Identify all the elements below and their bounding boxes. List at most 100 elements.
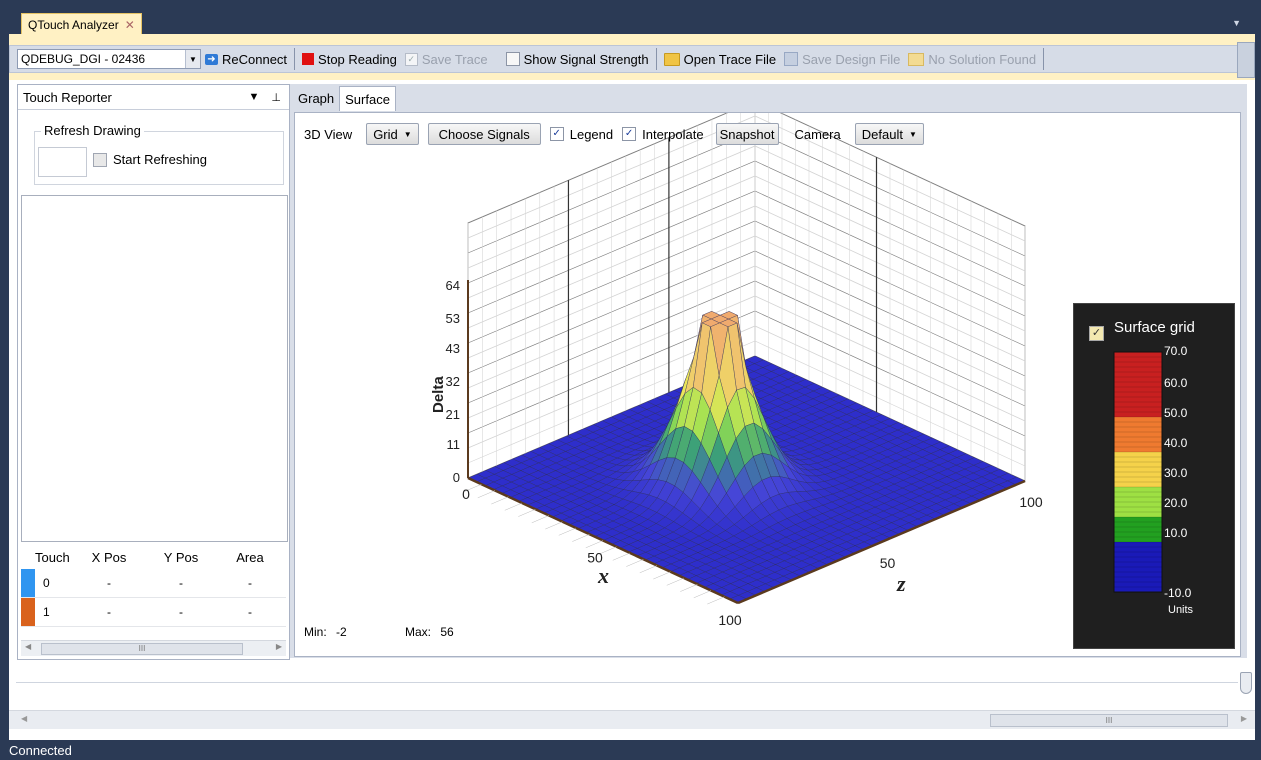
delta-axis-label: Delta (430, 376, 447, 413)
legend-band (1113, 406, 1163, 413)
refresh-interval-input[interactable] (38, 147, 87, 177)
table-row[interactable]: 0 - - - (21, 569, 286, 598)
legend-band (1113, 526, 1163, 533)
no-solution-button[interactable]: No Solution Found (904, 48, 1040, 70)
legend-tick-label: 40.0 (1164, 436, 1188, 450)
timeline-track (9, 662, 1255, 708)
device-select[interactable]: QDEBUG_DGI - 02436 ▼ (17, 49, 201, 69)
legend-checkbox[interactable]: ✓ Legend (549, 126, 614, 142)
x-tick-label: 0 (462, 486, 470, 502)
timeline-line (16, 682, 1238, 683)
floor-tick (477, 490, 496, 499)
stop-reading-label: Stop Reading (318, 51, 397, 67)
floor-tick (693, 590, 712, 599)
stop-reading-button[interactable]: Stop Reading (298, 48, 401, 70)
scroll-left-icon[interactable]: ◀ (21, 714, 28, 723)
tab-list-dropdown-icon[interactable]: ▼ (1232, 18, 1241, 28)
max-value: 56 (440, 625, 454, 639)
surface-view-toolbar: 3D View Grid ▼ Choose Signals ✓ Legend ✓… (304, 123, 924, 145)
column-header-y-pos[interactable]: Y Pos (163, 549, 199, 565)
legend-visibility-checkbox[interactable]: ✓ (1089, 326, 1104, 341)
legend-band (1113, 466, 1163, 473)
surface-plot[interactable]: 64 53 43 32 21 11 0 Delta 0 50 100 50 100 x z (295, 113, 1240, 656)
legend-color-scale: 70.0 60.0 50.0 40.0 30.0 20.0 10.0 -10.0 (1113, 344, 1192, 600)
legend-tick-label: 30.0 (1164, 466, 1188, 480)
delta-tick-label: 43 (446, 341, 460, 356)
floor-tick (585, 540, 604, 549)
column-header-touch[interactable]: Touch (35, 549, 70, 565)
camera-select[interactable]: Default ▼ (854, 123, 924, 145)
y-pos-cell: - (179, 576, 183, 590)
timeline-slider-handle[interactable] (1240, 672, 1252, 694)
checkmark-icon: ✓ (549, 127, 564, 141)
area-cell: - (248, 605, 252, 619)
column-header-area[interactable]: Area (236, 549, 264, 565)
legend-band (1113, 536, 1163, 543)
scrollbar-thumb[interactable]: III (990, 714, 1228, 727)
floor-tick (464, 484, 482, 492)
status-bar: Connected (0, 740, 1261, 760)
x-tick-label: 50 (587, 550, 603, 566)
panel-menu-dropdown-icon[interactable]: ▼ (248, 90, 260, 103)
delta-tick-label: 64 (446, 278, 460, 293)
legend-band (1113, 566, 1163, 573)
scrollbar-thumb[interactable]: III (41, 643, 243, 655)
legend-band (1113, 571, 1163, 578)
chevron-down-icon[interactable]: ▼ (185, 50, 200, 68)
horizontal-scrollbar[interactable]: ◀ III ▶ (21, 640, 286, 656)
main-toolbar: QDEBUG_DGI - 02436 ▼ ➜ ReConnect Stop Re… (9, 34, 1255, 80)
reconnect-arrow-icon: ➜ (205, 53, 218, 65)
save-trace-checkbox[interactable]: ✓ Save Trace (401, 48, 492, 70)
checkmark-icon: ✓ (622, 127, 637, 141)
save-design-file-label: Save Design File (802, 51, 901, 67)
document-tab-qtouch-analyzer[interactable]: QTouch Analyzer ✕ (21, 13, 142, 35)
show-signal-strength-label: Show Signal Strength (523, 51, 649, 67)
touch-drawing-canvas[interactable] (21, 195, 288, 542)
legend-band (1113, 491, 1163, 498)
reconnect-button[interactable]: ➜ ReConnect (201, 48, 291, 70)
save-design-file-button[interactable]: Save Design File (780, 48, 904, 70)
tab-graph[interactable]: Graph (298, 90, 335, 106)
scroll-right-icon[interactable]: ▶ (275, 642, 282, 651)
legend-band (1113, 411, 1163, 418)
touch-id: 0 (43, 576, 50, 590)
floor-tick (558, 527, 577, 536)
show-signal-strength-checkbox[interactable]: Show Signal Strength (502, 48, 653, 70)
floor-tick (626, 559, 644, 567)
floor-tick (491, 496, 509, 505)
close-tab-icon[interactable]: ✕ (124, 17, 135, 32)
checkmark-icon: ✓ (404, 52, 418, 66)
legend-band (1113, 386, 1163, 393)
table-row[interactable]: 1 - - - (21, 598, 286, 627)
3d-view-label: 3D View (304, 126, 353, 142)
snapshot-button[interactable]: Snapshot (715, 123, 779, 145)
start-refreshing-checkbox[interactable]: Start Refreshing (93, 152, 207, 167)
view-mode-select[interactable]: Grid ▼ (366, 123, 419, 145)
pin-icon[interactable]: ⊥ (271, 91, 281, 104)
status-text: Connected (9, 742, 72, 758)
floor-tick (653, 571, 671, 580)
x-tick-label: 100 (718, 612, 742, 628)
column-header-x-pos[interactable]: X Pos (91, 549, 127, 565)
legend-tick-label: 10.0 (1164, 526, 1188, 540)
touch-table-header: Touch X Pos Y Pos Area (21, 545, 286, 569)
tab-surface[interactable]: Surface (339, 86, 396, 111)
legend-band (1113, 516, 1163, 523)
toolbar-overflow-button[interactable] (1237, 42, 1255, 78)
min-readout: Min: -2 (304, 625, 347, 639)
legend-band (1113, 481, 1163, 488)
touch-id: 1 (43, 605, 50, 619)
open-trace-file-button[interactable]: Open Trace File (660, 48, 781, 70)
scroll-right-icon[interactable]: ▶ (1240, 714, 1247, 723)
z-axis-line (737, 479, 1026, 605)
choose-signals-button[interactable]: Choose Signals (427, 123, 541, 145)
legend-band (1113, 361, 1163, 368)
view-mode-value: Grid (373, 126, 398, 142)
toolbar-separator (294, 48, 296, 70)
floor-tick (680, 584, 698, 592)
scroll-left-icon[interactable]: ◀ (25, 642, 32, 651)
legend-label: Legend (569, 126, 614, 142)
interpolate-checkbox[interactable]: ✓ Interpolate (622, 127, 704, 142)
snapshot-label: Snapshot (719, 126, 775, 142)
timeline-horizontal-scrollbar[interactable]: ◀ III ▶ (9, 710, 1255, 729)
